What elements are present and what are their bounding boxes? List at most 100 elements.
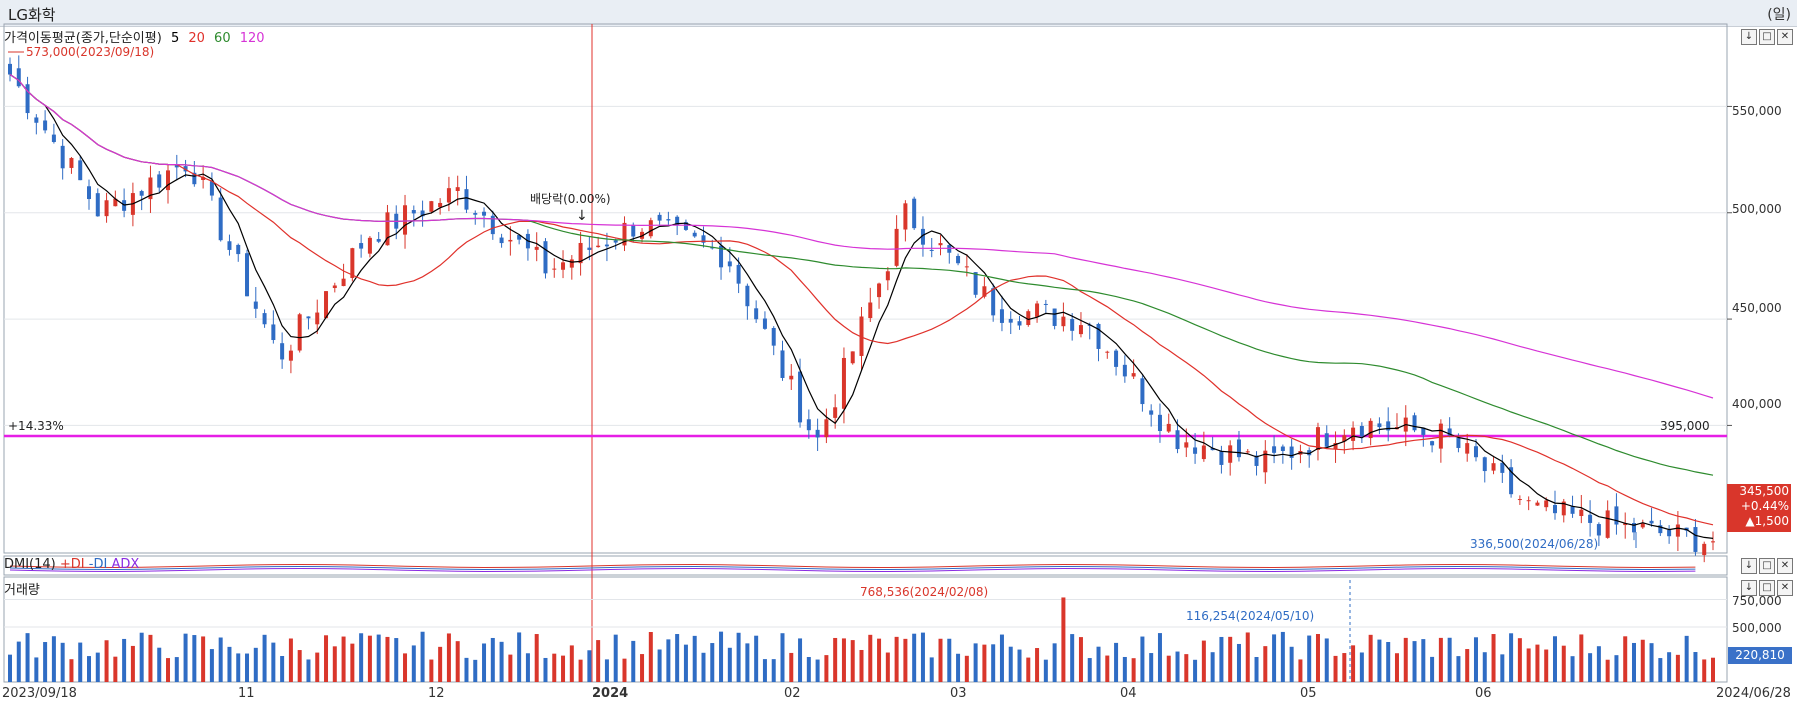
candle [1649,520,1654,524]
dmi-close-button[interactable]: ✕ [1777,558,1793,574]
volume-bar [113,656,118,682]
vol-tick-750000: 750,000 [1732,594,1782,608]
candle [1702,543,1707,556]
volume-bar [525,653,530,682]
last-price-box: 345,500 +0.44% ▲1,500 [1727,484,1791,532]
volume-bar [648,632,653,682]
candle [1052,308,1057,326]
volume-bar [490,637,495,682]
volume-bar [604,659,609,682]
volume-bar [455,641,460,682]
candle [16,68,21,87]
volume-maximize-button[interactable]: □ [1759,580,1775,596]
candle [631,224,636,237]
candle [929,249,934,251]
volume-bar [438,646,443,682]
y-tick-450000: 450,000 [1732,301,1782,315]
volume-bar [1614,655,1619,682]
candle [885,271,890,281]
pane-down-button[interactable]: ↓ [1741,29,1757,45]
candle [719,245,724,268]
candle [455,187,460,191]
volume-bar [411,645,416,682]
candle [736,264,741,284]
volume-bar [912,633,917,682]
candle [1605,510,1610,538]
x-label-start: 2023/09/18 [2,686,77,701]
candle [499,237,504,244]
volume-bar [1394,653,1399,682]
candle [850,351,855,364]
candle [1667,530,1672,537]
volume-bar [1114,642,1119,682]
candle [411,210,416,214]
candle [1210,448,1215,451]
candle [1675,524,1680,537]
volume-bar [1026,657,1031,682]
volume-bar [657,649,662,682]
volume-bar [1315,633,1320,682]
volume-bar [122,638,127,682]
volume-bar [710,643,715,682]
ma20-line [9,74,1714,526]
volume-bar [43,642,48,682]
candle [692,232,697,237]
volume-bar [69,659,74,682]
candle [482,211,487,216]
candle [1035,303,1040,317]
candle [1351,427,1356,441]
candle [1465,443,1470,454]
volume-bar [991,644,996,682]
volume-bar [771,659,776,682]
x-label-06: 06 [1475,686,1492,701]
candle [1456,438,1461,448]
candle [332,285,337,289]
volume-bar [51,636,56,682]
volume-bar [1412,641,1417,682]
volume-bar [1289,646,1294,682]
candle [683,222,688,230]
candle [236,244,241,255]
pane-close-button[interactable]: ✕ [1777,29,1793,45]
candle [561,262,566,270]
ma-legend: 가격이동평균(종가,단순이평) 5 20 60 120 [4,27,270,46]
candle [604,244,609,247]
volume-bar [1149,653,1154,682]
dmi-maximize-button[interactable]: □ [1759,558,1775,574]
volume-down-button[interactable]: ↓ [1741,580,1757,596]
candle [762,318,767,329]
candle [350,248,355,278]
candle [288,350,293,361]
candle [1377,423,1382,428]
candle [868,302,873,319]
volume-bar [938,638,943,682]
candle [569,259,574,268]
candle [999,309,1004,323]
x-label-03: 03 [950,686,967,701]
pane-maximize-button[interactable]: □ [1759,29,1775,45]
candle [1149,410,1154,415]
period-unit[interactable]: (일) [1767,7,1791,23]
candle [43,120,48,131]
dmi-pane-buttons: ↓ □ ✕ [1741,558,1793,574]
candle [1140,378,1145,405]
candle [1236,439,1241,458]
candle [113,198,118,207]
candle [227,241,232,250]
volume-bar [683,644,688,682]
candle [376,239,381,242]
x-label-12: 12 [428,686,445,701]
candle [1070,319,1075,331]
candle [490,215,495,235]
candle [710,247,715,249]
volume-close-button[interactable]: ✕ [1777,580,1793,596]
dmi-down-button[interactable]: ↓ [1741,558,1757,574]
volume-bar [1307,635,1312,682]
volume-bar [1351,645,1356,682]
volume-bar [745,643,750,682]
volume-bar [1333,655,1338,682]
candle [815,429,820,438]
candle [771,327,776,346]
volume-bar [982,644,987,682]
candle [280,343,285,360]
